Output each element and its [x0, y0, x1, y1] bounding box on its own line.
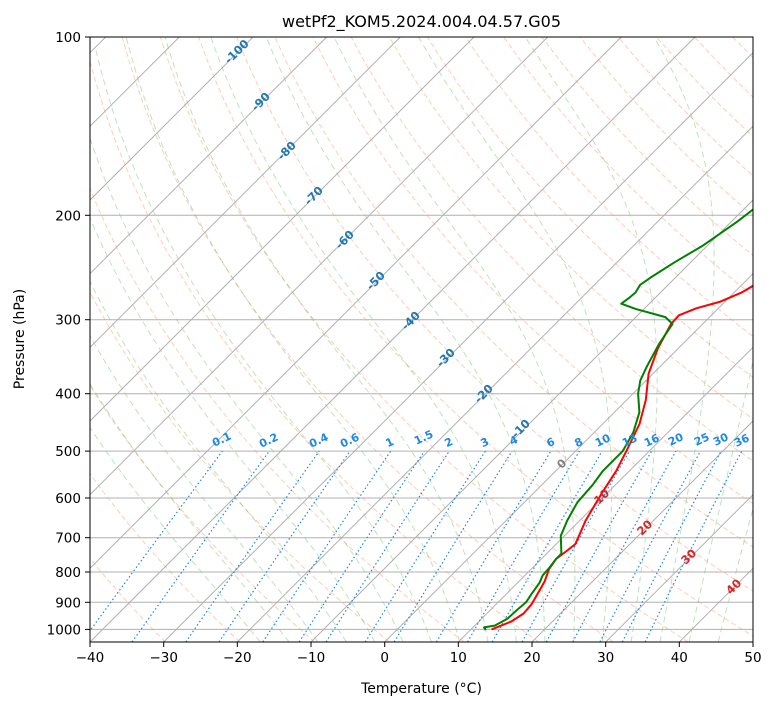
- x-tick-label: −20: [223, 650, 252, 666]
- x-tick-label: 30: [597, 650, 614, 666]
- x-tick-label: 20: [523, 650, 540, 666]
- y-tick-label: 800: [55, 565, 81, 581]
- x-tick-label: −40: [76, 650, 105, 666]
- y-tick-label: 500: [55, 444, 81, 460]
- x-tick-label: 50: [744, 650, 761, 666]
- x-axis-label: Temperature (°C): [360, 681, 482, 697]
- x-tick-label: 10: [450, 650, 467, 666]
- x-tick-label: −30: [149, 650, 178, 666]
- x-tick-label: 40: [671, 650, 688, 666]
- x-tick-label: 0: [380, 650, 389, 666]
- y-tick-label: 400: [55, 387, 81, 403]
- y-tick-label: 700: [55, 531, 81, 547]
- y-tick-label: 900: [55, 595, 81, 611]
- y-tick-label: 1000: [47, 622, 81, 638]
- y-tick-label: 200: [55, 208, 81, 224]
- y-tick-label: 300: [55, 313, 81, 329]
- chart-title: wetPf2_KOM5.2024.004.04.57.G05: [282, 12, 561, 32]
- x-tick-label: −10: [297, 650, 326, 666]
- y-tick-label: 100: [55, 30, 81, 46]
- y-axis-label: Pressure (hPa): [12, 289, 28, 389]
- y-tick-label: 600: [55, 491, 81, 507]
